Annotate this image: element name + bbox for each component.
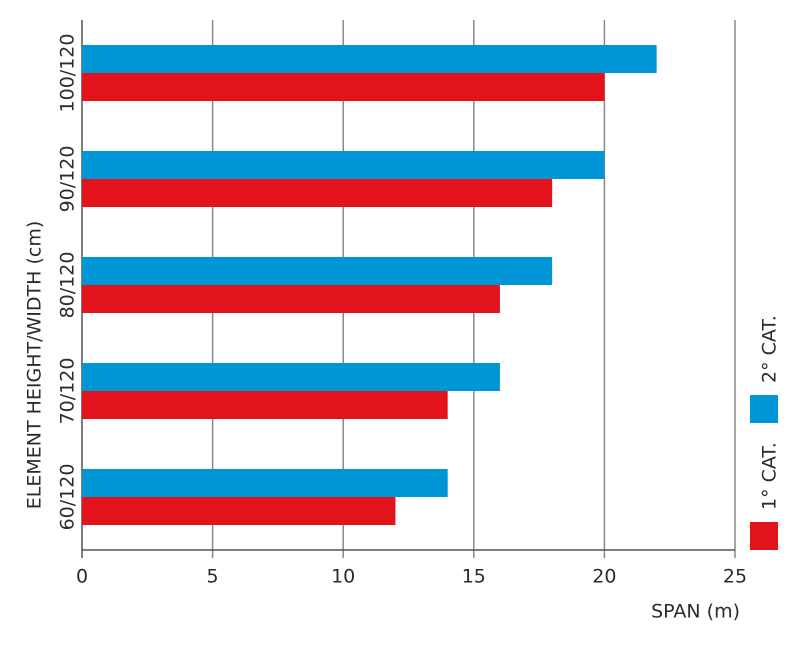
x-axis-label: SPAN (m) [651, 601, 740, 623]
y-tick-label: 60/120 [57, 464, 79, 531]
bar [82, 285, 500, 313]
bar [82, 179, 553, 207]
bar [82, 469, 448, 497]
x-tick-label: 25 [723, 566, 747, 588]
x-tick-label: 5 [207, 566, 219, 588]
legend-swatch [750, 395, 778, 423]
x-tick-label: 20 [592, 566, 616, 588]
bar [82, 391, 448, 419]
y-axis-label: ELEMENT HEIGHT/WIDTH (cm) [24, 221, 46, 510]
bar [82, 45, 657, 73]
bar [82, 73, 605, 101]
y-tick-label: 80/120 [57, 252, 79, 319]
y-tick-label: 90/120 [57, 146, 79, 213]
x-tick-label: 10 [331, 566, 355, 588]
x-tick-label: 15 [462, 566, 486, 588]
legend-label: 1° CAT. [759, 442, 781, 510]
x-tick-label: 0 [76, 566, 88, 588]
y-tick-label: 100/120 [57, 34, 79, 113]
bar [82, 151, 605, 179]
y-tick-label: 70/120 [57, 358, 79, 425]
bar [82, 257, 553, 285]
legend-swatch [750, 522, 778, 550]
legend-label: 2° CAT. [759, 315, 781, 383]
bar [82, 497, 396, 525]
bar [82, 363, 500, 391]
